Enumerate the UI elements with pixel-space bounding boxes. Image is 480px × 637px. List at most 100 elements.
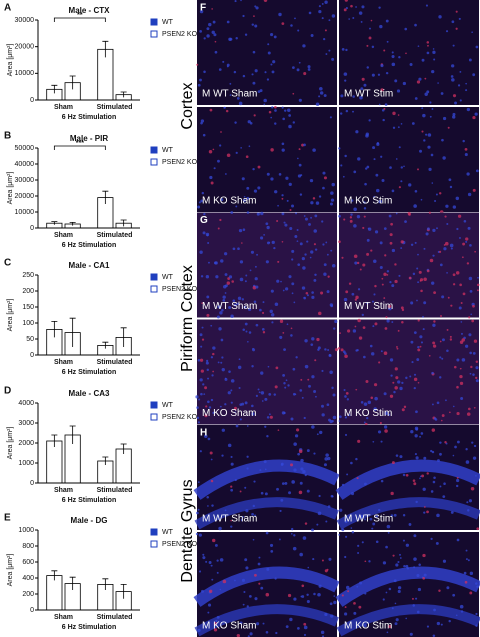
cell-dot [475, 366, 479, 370]
cell-dot [468, 316, 471, 319]
cell-dot [428, 354, 431, 357]
cell-dot [358, 605, 362, 609]
cell-dot [235, 205, 238, 208]
cell-dot [353, 224, 357, 228]
cell-dot [281, 212, 285, 216]
cell-dot [375, 514, 379, 518]
cell-dot [403, 565, 406, 568]
y-tick-label: 20000 [15, 44, 35, 51]
cell-dot [275, 631, 278, 635]
cell-dot [463, 219, 467, 223]
cell-dot [282, 373, 286, 377]
cell-dot [382, 118, 385, 122]
cell-dot [430, 490, 434, 493]
cell-dot [219, 311, 223, 315]
cell-dot [326, 568, 329, 571]
cell-dot [303, 625, 308, 630]
cell-dot [355, 388, 358, 391]
cell-dot [428, 167, 432, 171]
cell-dot [207, 505, 209, 507]
cell-dot [345, 7, 348, 10]
cell-dot [374, 396, 378, 401]
cell-dot [293, 534, 296, 537]
cell-dot [241, 402, 245, 406]
cell-dot [317, 346, 321, 350]
y-tick-label: 1000 [18, 460, 34, 467]
cell-dot [455, 271, 460, 275]
cell-dot [431, 428, 436, 432]
cell-dot [467, 509, 470, 512]
cell-dot [344, 606, 347, 609]
cell-dot [203, 212, 206, 216]
cell-dot [344, 612, 348, 616]
cell-dot [287, 593, 292, 598]
cell-dot [310, 201, 314, 205]
cell-dot [476, 585, 479, 588]
cell-dot [366, 44, 369, 47]
cell-dot [297, 452, 301, 456]
region-label: Dentate Gyrus [179, 479, 196, 582]
cell-dot [325, 520, 328, 523]
cell-dot [405, 564, 409, 568]
cell-dot [477, 283, 480, 287]
cell-dot [292, 121, 295, 124]
granule-layer [336, 604, 480, 637]
cell-dot [433, 608, 436, 612]
cell-dot [329, 202, 334, 206]
cell-dot [439, 485, 442, 488]
cell-dot [280, 462, 284, 466]
cell-dot [281, 142, 285, 146]
cell-dot [299, 242, 303, 246]
cell-dot [361, 5, 365, 9]
cell-dot [425, 4, 429, 7]
cell-dot [199, 30, 202, 33]
cell-dot [446, 222, 449, 225]
cell-dot [423, 301, 427, 305]
cell-dot [281, 106, 284, 109]
significance-label: ** [77, 12, 83, 19]
cell-dot [223, 252, 228, 256]
cell-dot [396, 347, 399, 350]
cell-dot [325, 53, 328, 56]
micrograph: M KO Sham [193, 531, 340, 637]
cell-dot [394, 386, 398, 390]
y-tick-label: 50000 [15, 145, 35, 152]
cell-dot [234, 406, 237, 410]
cell-dot [345, 290, 349, 294]
cell-dot [241, 516, 244, 518]
cell-dot [268, 413, 271, 416]
cell-dot [210, 564, 213, 567]
cell-dot [234, 121, 237, 124]
cell-dot [328, 418, 331, 422]
cell-dot [340, 112, 343, 115]
error-bar [69, 222, 76, 226]
cell-dot [351, 531, 355, 534]
cell-dot [378, 103, 381, 106]
cell-dot [212, 148, 215, 151]
cell-dot [338, 147, 341, 150]
cell-dot [306, 489, 310, 493]
cell-dot [262, 622, 265, 625]
y-tick-label: 400 [22, 575, 34, 582]
cell-dot [463, 571, 467, 575]
cell-dot [329, 303, 334, 307]
cell-dot [394, 622, 398, 626]
cell-dot [405, 52, 407, 55]
cell-dot [324, 612, 328, 617]
cell-dot [459, 367, 462, 370]
cell-dot [460, 302, 463, 305]
cell-dot [338, 240, 341, 244]
cell-dot [420, 198, 423, 201]
cell-dot [196, 63, 199, 66]
cell-dot [422, 487, 426, 491]
cell-dot [296, 229, 299, 232]
legend-label: WT [162, 529, 174, 536]
cell-dot [383, 49, 386, 52]
cell-dot [220, 338, 224, 342]
cell-dot [397, 114, 400, 116]
cell-dot [238, 358, 241, 361]
cell-dot [366, 252, 370, 256]
cell-dot [271, 321, 274, 324]
cell-dot [337, 347, 341, 350]
cell-dot [329, 602, 333, 606]
